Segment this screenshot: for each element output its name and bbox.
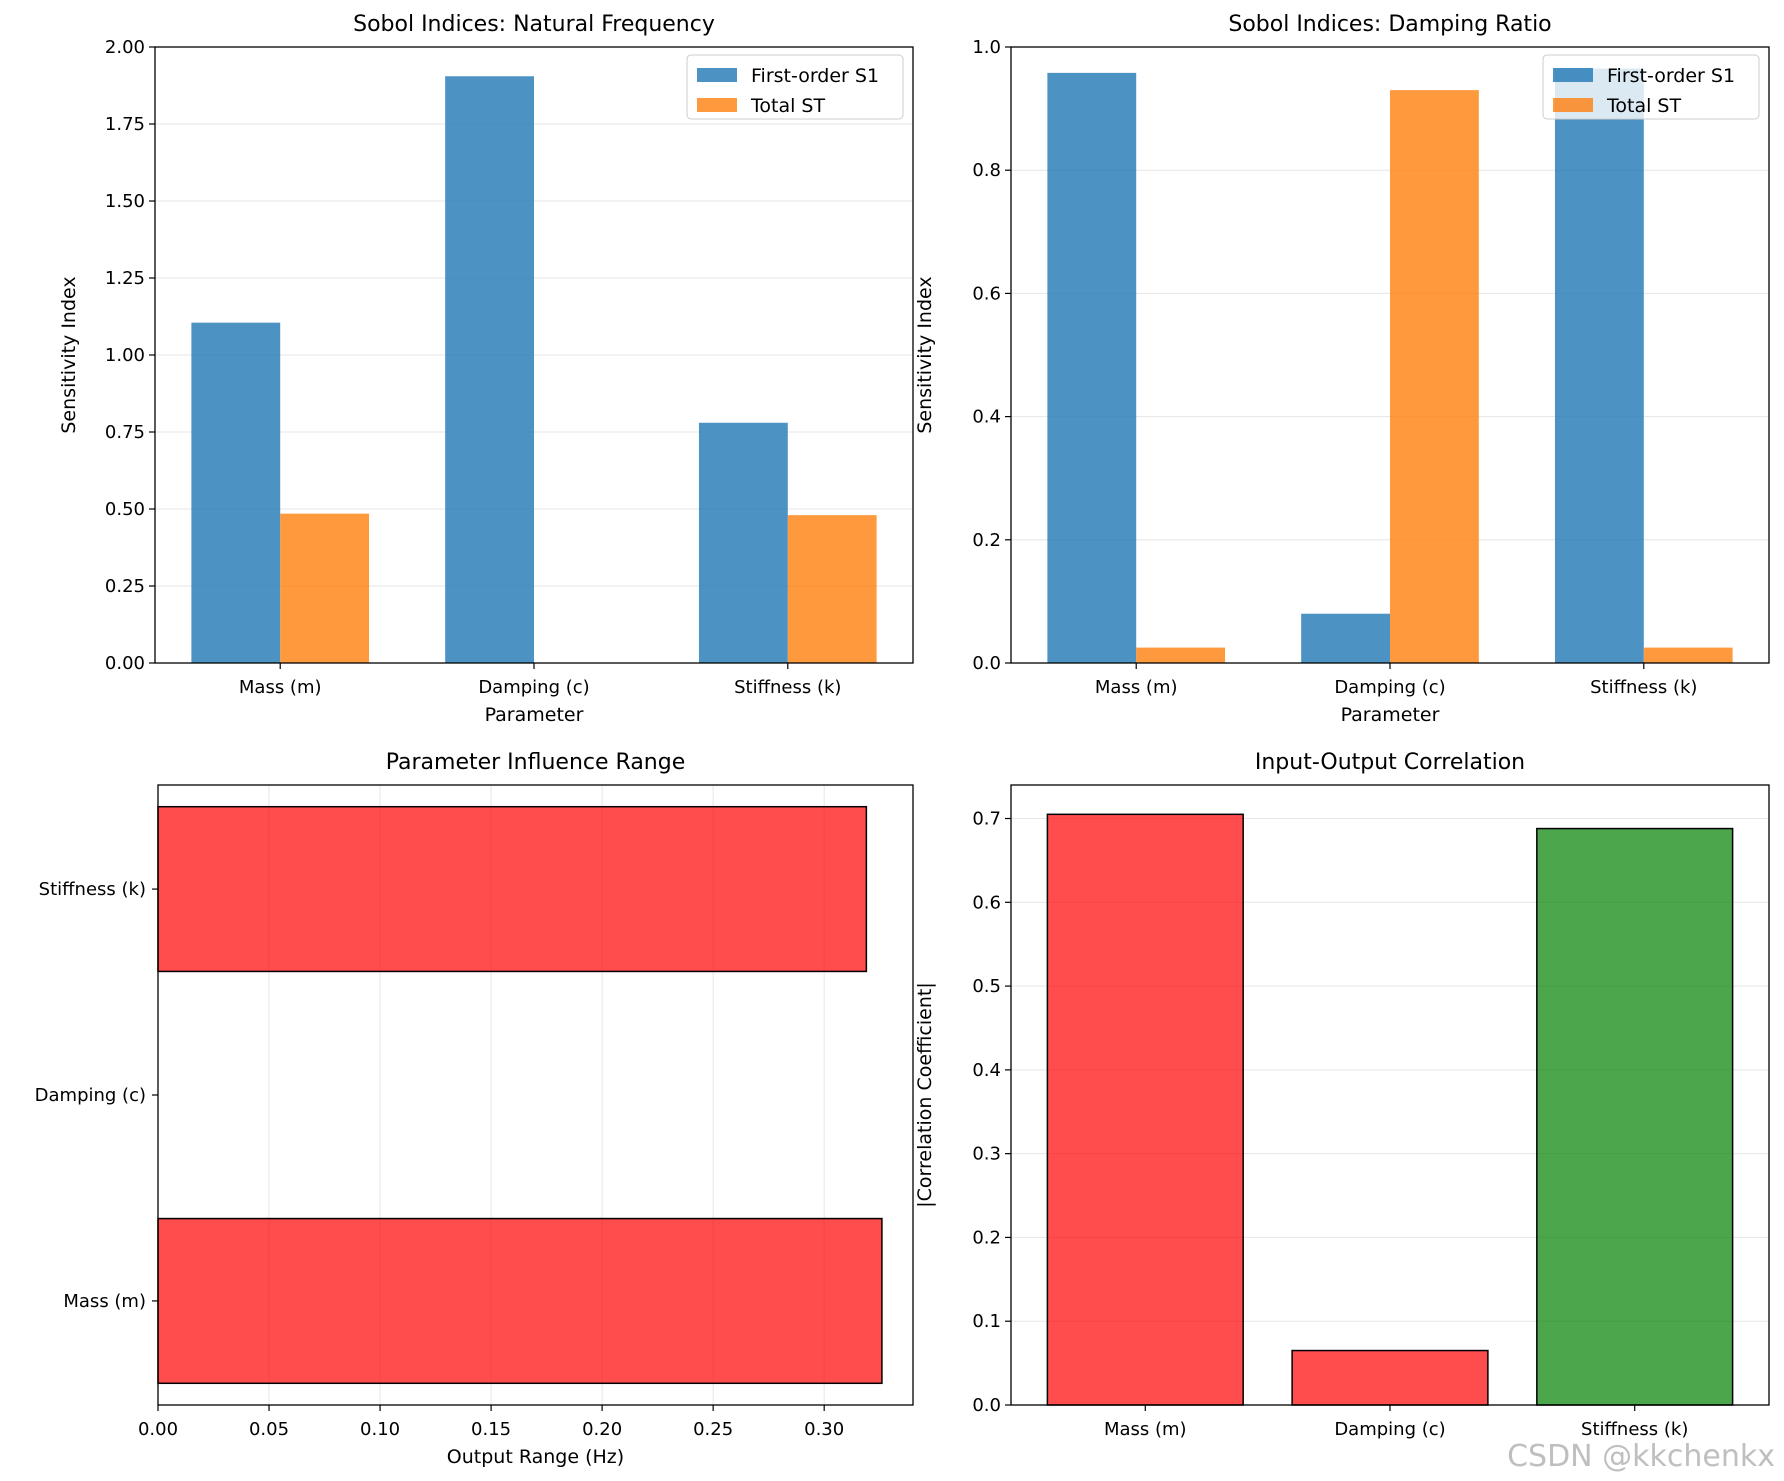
panel-title: Parameter Influence Range	[386, 750, 686, 775]
y-tick-label: 0.6	[972, 892, 1001, 913]
y-tick-label: 0.0	[972, 1395, 1001, 1416]
x-tick-label: Mass (m)	[1104, 1419, 1187, 1440]
y-tick-label: 1.50	[105, 191, 145, 212]
legend-swatch	[1553, 68, 1593, 82]
bar-total-st-1	[1136, 647, 1226, 663]
watermark: CSDN @kkchenkx	[1507, 1439, 1775, 1474]
legend-box	[686, 54, 904, 120]
bar-total-st-3	[787, 515, 877, 663]
x-axis-label: Parameter	[485, 704, 584, 726]
chart-panel-1: 0.00 0.25 0.50 0.75 1.00 1.25 1.50 1.75 2.00 Mass…	[58, 12, 914, 726]
panel-title: Sobol Indices: Natural Frequency	[353, 12, 715, 37]
axes-frame	[154, 46, 914, 664]
x-axis-label: Parameter	[1341, 704, 1440, 726]
legend-label: Total ST	[750, 95, 825, 117]
x-tick-label: Stiffness (k)	[734, 677, 841, 698]
y-tick-label: 1.0	[972, 37, 1001, 58]
y-tick-label: Damping (c)	[35, 1085, 146, 1106]
y-axis-label: |Correlation Coefficient|	[914, 982, 936, 1207]
y-tick-label: 0.2	[972, 1227, 1001, 1248]
legend-swatch	[697, 68, 737, 82]
axes-frame	[157, 784, 914, 1406]
y-tick-label: 0.00	[105, 653, 145, 674]
bar-first-order-s1-2	[445, 76, 534, 663]
y-tick-label: 0.7	[972, 809, 1001, 830]
bar-total-st-1	[280, 513, 370, 663]
x-tick-label: Damping (c)	[1334, 677, 1445, 698]
bar-3	[1536, 827, 1734, 1406]
y-tick-label: 2.00	[105, 37, 145, 58]
y-tick-label: Stiffness (k)	[39, 879, 146, 900]
legend: First-order S1 Total ST	[1542, 54, 1760, 120]
x-tick-label: Stiffness (k)	[1590, 677, 1697, 698]
y-tick-label: 0.5	[972, 976, 1001, 997]
bar-3	[157, 805, 868, 973]
y-tick-label: 0.8	[972, 160, 1001, 181]
bar-2	[1291, 1349, 1489, 1406]
x-tick-label: 0.05	[249, 1419, 289, 1440]
chart-panel-3: 0.00 0.05 0.10 0.15 0.20 0.25 0.30 Mass (m) Damp…	[35, 750, 914, 1468]
legend: First-order S1 Total ST	[686, 54, 904, 120]
x-axis-label: Output Range (Hz)	[447, 1446, 624, 1468]
bar-1	[157, 1217, 883, 1385]
y-tick-label: Mass (m)	[63, 1291, 146, 1312]
y-tick-label: 0.6	[972, 283, 1001, 304]
chart-panel-4: 0.0 0.1 0.2 0.3 0.4 0.5 0.6 0.7 Mass (m) Damping …	[914, 750, 1770, 1440]
y-axis-label: Sensitivity Index	[914, 276, 936, 433]
y-tick-label: 0.50	[105, 499, 145, 520]
y-tick-label: 0.25	[105, 576, 145, 597]
y-tick-label: 0.0	[972, 653, 1001, 674]
x-tick-label: 0.10	[360, 1419, 400, 1440]
y-tick-label: 0.4	[972, 407, 1001, 428]
bar-1	[1046, 813, 1244, 1406]
x-tick-label: Mass (m)	[239, 677, 322, 698]
x-tick-label: 0.00	[138, 1419, 178, 1440]
chart-panel-2: 0.0 0.2 0.4 0.6 0.8 1.0 Mass (m) Damping (c) Sti…	[914, 12, 1770, 726]
x-tick-label: Damping (c)	[1334, 1419, 1445, 1440]
legend-label: Total ST	[1606, 95, 1681, 117]
y-tick-label: 1.25	[105, 268, 145, 289]
x-tick-label: Stiffness (k)	[1581, 1419, 1688, 1440]
x-tick-label: Damping (c)	[478, 677, 589, 698]
y-tick-label: 0.4	[972, 1060, 1001, 1081]
panel-title: Sobol Indices: Damping Ratio	[1228, 12, 1551, 37]
axes-frame	[1010, 46, 1770, 664]
panel-title: Input-Output Correlation	[1255, 750, 1525, 775]
legend-swatch	[1553, 98, 1593, 112]
x-tick-label: 0.15	[471, 1419, 511, 1440]
axes-frame	[1010, 784, 1770, 1406]
legend-swatch	[697, 98, 737, 112]
bar-first-order-s1-2	[1301, 613, 1390, 663]
x-tick-label: 0.25	[693, 1419, 733, 1440]
x-tick-label: Mass (m)	[1095, 677, 1178, 698]
y-tick-label: 0.2	[972, 530, 1001, 551]
bar-total-st-2	[1390, 90, 1479, 664]
y-tick-label: 1.75	[105, 114, 145, 135]
y-tick-label: 1.00	[105, 345, 145, 366]
legend-label: First-order S1	[1607, 65, 1735, 87]
x-tick-label: 0.30	[804, 1419, 844, 1440]
y-tick-label: 0.3	[972, 1144, 1001, 1165]
bar-total-st-3	[1643, 647, 1733, 663]
legend-label: First-order S1	[751, 65, 879, 87]
x-tick-label: 0.20	[582, 1419, 622, 1440]
y-tick-label: 0.75	[105, 422, 145, 443]
bar-first-order-s1-1	[191, 322, 281, 663]
bar-first-order-s1-1	[1047, 72, 1137, 663]
bar-first-order-s1-3	[698, 422, 788, 663]
y-tick-label: 0.1	[972, 1311, 1001, 1332]
y-axis-label: Sensitivity Index	[58, 276, 80, 433]
bar-first-order-s1-3	[1554, 68, 1644, 663]
legend-box	[1542, 54, 1760, 120]
